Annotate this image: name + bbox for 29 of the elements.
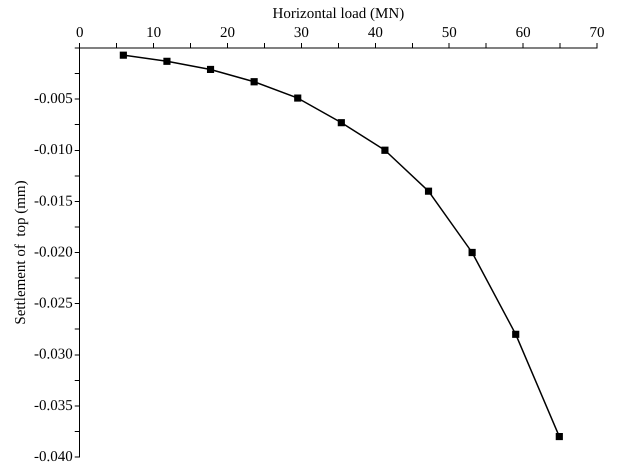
x-tick-label: 50	[442, 24, 457, 41]
x-tick-label: 70	[590, 24, 604, 41]
y-tick-label: -0.005	[34, 91, 73, 108]
point	[206, 66, 214, 74]
point	[468, 248, 476, 256]
point	[250, 78, 258, 86]
point	[381, 146, 389, 154]
point	[163, 58, 171, 65]
y-tick-label: -0.010	[34, 142, 73, 158]
y-tick-label: -0.015	[34, 193, 73, 210]
y-tick-label: -0.035	[34, 398, 73, 414]
y-tick-label: -0.040	[34, 448, 73, 465]
x-tick-label: 0	[76, 24, 84, 41]
point	[556, 432, 563, 440]
point	[120, 52, 127, 59]
x-axis-title: Horizontal load (MN)	[272, 6, 404, 22]
x-tick-label: 20	[220, 24, 236, 41]
y-axis-title: Settlement of top (mm)	[12, 180, 29, 325]
x-tick-label: 60	[516, 24, 531, 41]
y-tick-label: -0.025	[34, 296, 73, 312]
point	[424, 188, 432, 195]
point	[294, 94, 302, 102]
point	[338, 119, 345, 126]
y-tick-label: -0.030	[34, 346, 73, 363]
point	[512, 330, 520, 338]
x-tick-label: 10	[146, 24, 162, 41]
x-tick-label: 30	[294, 24, 309, 41]
y-tick-label: -0.020	[34, 244, 73, 260]
x-tick-label: 40	[368, 24, 383, 41]
